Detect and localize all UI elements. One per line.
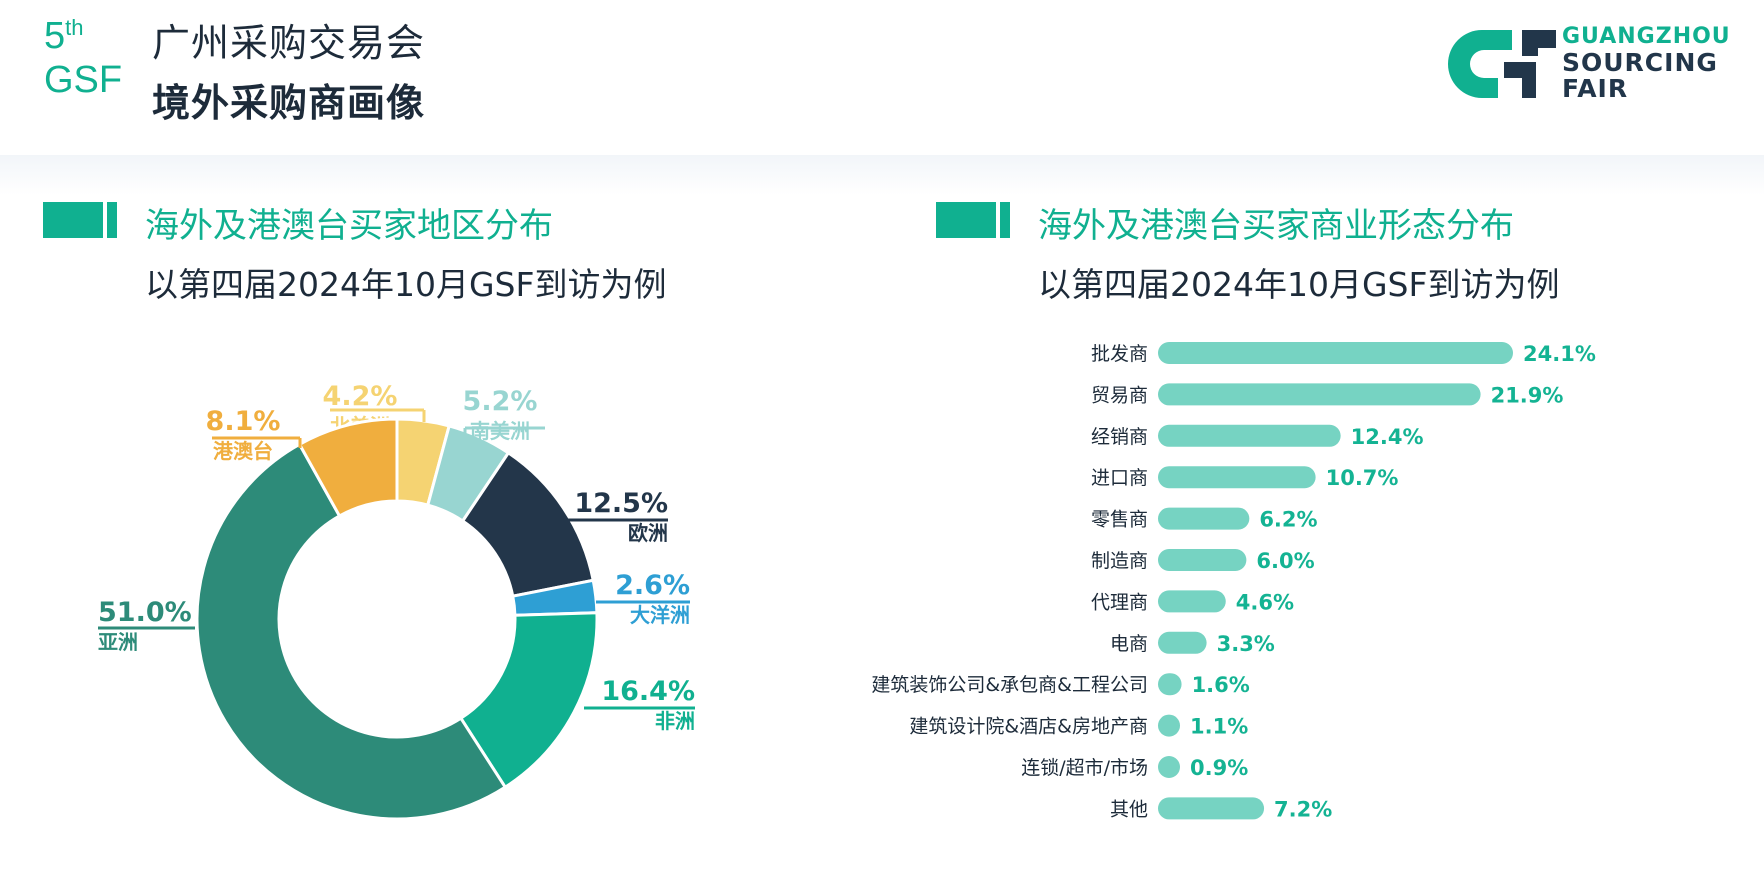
logo-line-3: FAIR — [1562, 74, 1629, 103]
bar-value-label-2: 12.4% — [1351, 425, 1424, 449]
bar-7 — [1158, 631, 1207, 654]
region-donut-chart: 4.2%北美洲5.2%南美洲12.5%欧洲2.6%大洋洲16.4%非洲51.0%… — [98, 381, 695, 821]
donut-category-label-2: 欧洲 — [628, 521, 668, 545]
donut-category-label-5: 亚洲 — [98, 630, 138, 654]
bar-category-label-11: 其他 — [1110, 798, 1148, 820]
bar-category-label-1: 贸易商 — [1091, 384, 1148, 406]
edition-number: 5 — [44, 15, 66, 57]
bar-value-label-8: 1.6% — [1192, 673, 1250, 697]
bar-3 — [1158, 466, 1316, 489]
bar-value-label-10: 0.9% — [1190, 756, 1248, 780]
donut-category-label-6: 港澳台 — [213, 439, 273, 463]
bar-11 — [1158, 797, 1265, 820]
bar-category-label-3: 进口商 — [1091, 467, 1148, 489]
bar-value-label-3: 10.7% — [1326, 466, 1399, 490]
bar-value-label-11: 7.2% — [1274, 797, 1332, 821]
bar-5 — [1158, 549, 1247, 571]
bar-value-label-0: 24.1% — [1523, 342, 1596, 366]
bar-value-label-9: 1.1% — [1190, 715, 1248, 739]
right-section-title: 海外及港澳台买家商业形态分布 — [1038, 206, 1514, 246]
donut-value-label-6: 8.1% — [206, 406, 281, 437]
donut-value-label-2: 12.5% — [574, 488, 668, 519]
donut-slice-5 — [195, 442, 508, 821]
bar-8 — [1158, 673, 1182, 696]
donut-value-label-1: 5.2% — [463, 386, 538, 417]
bar-category-label-8: 建筑装饰公司&承包商&工程公司 — [871, 674, 1148, 696]
right-section-subtitle: 以第四届2024年10月GSF到访为例 — [1038, 265, 1560, 304]
bar-category-label-5: 制造商 — [1091, 550, 1148, 572]
bar-category-label-0: 批发商 — [1091, 343, 1148, 365]
bar-4 — [1158, 507, 1250, 530]
business-type-bar-chart: 批发商 24.1% 贸易商 21.9% 经销商 12.4% 进口商 10.7% 零售商 6.2% 制… — [871, 342, 1596, 821]
bar-9 — [1158, 714, 1180, 737]
bar-2 — [1158, 424, 1341, 447]
page-title: 境外采购商画像 — [152, 81, 426, 125]
bar-6 — [1158, 590, 1226, 613]
donut-category-label-4: 非洲 — [655, 709, 695, 733]
bar-value-label-6: 4.6% — [1236, 590, 1294, 614]
bar-value-label-7: 3.3% — [1217, 632, 1275, 656]
header-shadow-band — [0, 155, 1764, 195]
donut-value-label-3: 2.6% — [615, 570, 690, 601]
bar-1 — [1158, 383, 1481, 406]
edition-badge: 5th GSF — [44, 14, 122, 102]
bar-0 — [1158, 342, 1513, 364]
logo-line-1: GUANGZHOU — [1562, 24, 1731, 49]
bar-category-label-10: 连锁/超市/市场 — [1021, 757, 1148, 779]
bar-value-label-5: 6.0% — [1256, 549, 1314, 573]
logo-line-2: SOURCING — [1562, 48, 1718, 77]
donut-value-label-0: 4.2% — [323, 381, 398, 412]
bar-category-label-9: 建筑设计院&酒店&房地产商 — [909, 716, 1148, 738]
edition-suffix: th — [65, 15, 84, 40]
donut-category-label-1: 南美洲 — [470, 419, 530, 443]
left-section-subtitle: 以第四届2024年10月GSF到访为例 — [145, 265, 667, 304]
bar-value-label-4: 6.2% — [1259, 508, 1317, 532]
fair-name: 广州采购交易会 — [152, 21, 426, 65]
bar-category-label-2: 经销商 — [1091, 426, 1148, 448]
bar-category-label-7: 电商 — [1110, 633, 1148, 655]
donut-value-label-5: 51.0% — [98, 597, 192, 628]
gsf-logo-icon — [1448, 30, 1556, 98]
donut-value-label-4: 16.4% — [601, 676, 695, 707]
bar-category-label-6: 代理商 — [1091, 591, 1148, 613]
bar-value-label-1: 21.9% — [1491, 383, 1564, 407]
donut-category-label-3: 大洋洲 — [630, 603, 690, 627]
edition-abbr: GSF — [44, 59, 123, 101]
left-section-title: 海外及港澳台买家地区分布 — [145, 206, 553, 246]
bar-category-label-4: 零售商 — [1091, 509, 1148, 531]
logo-wordmark: GUANGZHOU SOURCING FAIR — [1562, 24, 1731, 102]
bar-10 — [1158, 756, 1180, 778]
donut-slice-6 — [297, 417, 399, 518]
